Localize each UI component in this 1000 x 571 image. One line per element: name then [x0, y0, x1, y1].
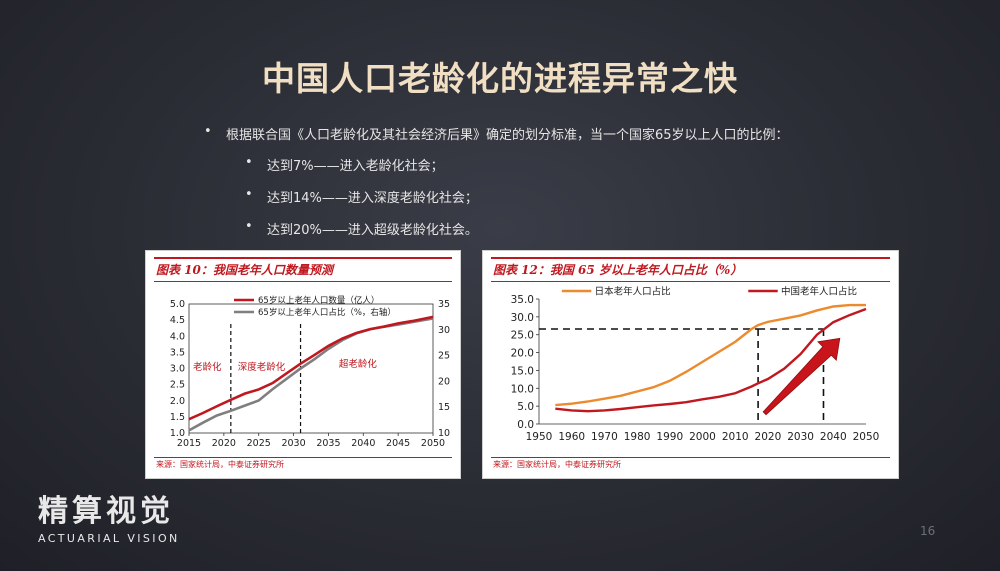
x-tick-label: 2030: [787, 431, 814, 443]
x-tick-label: 2050: [421, 438, 445, 449]
bullet-main: • 根据联合国《人口老龄化及其社会经济后果》确定的划分标准，当一个国家65岁以上…: [204, 124, 789, 143]
bullet-dot-icon: •: [245, 219, 253, 234]
x-tick-label: 2040: [351, 438, 375, 449]
figure-left-source: 来源：国家统计局，中泰证券研究所: [154, 457, 452, 472]
y-right-tick-label: 30: [438, 325, 450, 336]
logo-cn: 精算视觉: [38, 494, 174, 529]
y-tick-label: 30.0: [511, 312, 534, 324]
region-label-deep-aging: 深度老龄化: [238, 361, 286, 373]
bullet-dot-icon: •: [204, 124, 212, 139]
x-tick-label: 1990: [656, 431, 683, 443]
legend-label-japan: 日本老年人口占比: [595, 286, 671, 298]
y-right-tick-label: 35: [438, 299, 450, 310]
slide-title: 中国人口老龄化的进程异常之快: [262, 59, 738, 98]
x-tick-label: 2015: [177, 438, 201, 449]
figure-right-chart: 1950 1960 1970 1980 1990 2000 2010 2020 2030 2040…: [511, 286, 880, 444]
y-tick-label: 35.0: [511, 294, 534, 306]
x-tick-label: 2010: [722, 431, 749, 443]
series-line-china: [555, 307, 867, 413]
series-line-share: [188, 317, 434, 432]
y-left-tick-label: 2.5: [170, 380, 185, 391]
y-tick-label: 0.0: [517, 419, 534, 431]
x-tick-label: 2035: [316, 438, 340, 449]
y-tick-label: 10.0: [511, 383, 534, 395]
legend-label-count: 65岁以上老年人口数量（亿人）: [258, 295, 379, 306]
x-tick-label: 1970: [591, 431, 618, 443]
figure-left-panel: 图表 10：我国老年人口数量预测 2015 2020 2025 2030 2035 204…: [146, 251, 460, 478]
bullet-sub-3: • 达到20%——进入超级老龄化社会。: [245, 219, 478, 238]
trend-arrow-icon: [762, 337, 841, 416]
page-number: 16: [920, 524, 936, 538]
region-label-super-aging: 超老龄化: [339, 358, 378, 370]
bullet-sub-text: 达到14%——进入深度老龄化社会；: [267, 191, 478, 206]
y-left-tick-label: 1.0: [170, 428, 185, 439]
legend-label-china: 中国老年人口占比: [781, 286, 857, 298]
y-left-tick-label: 4.5: [170, 315, 185, 326]
plot-frame: [188, 303, 434, 434]
series-line-japan: [555, 303, 866, 407]
x-tick-label: 2030: [281, 438, 305, 449]
y-right-tick-label: 10: [438, 428, 450, 439]
y-right-tick-label: 15: [438, 402, 450, 413]
figure-right-source: 来源：国家统计局，中泰证券研究所: [491, 457, 890, 472]
y-left-tick-label: 5.0: [170, 299, 185, 310]
x-tick-label: 1950: [526, 431, 553, 443]
bullet-sub-text: 达到7%——进入老龄化社会；: [267, 159, 444, 174]
bullet-sub-2: • 达到14%——进入深度老龄化社会；: [245, 187, 478, 206]
y-left-tick-label: 3.5: [170, 347, 185, 358]
figure-right-panel: 图表 12：我国 65 岁以上老年人口占比（%） 1950 1960 1970 198…: [483, 251, 898, 478]
region-label-aging: 老龄化: [193, 361, 222, 373]
legend-label-share: 65岁以上老年人口占比（%，右轴）: [258, 307, 396, 318]
x-tick-label: 2020: [755, 431, 782, 443]
y-tick-label: 5.0: [517, 401, 534, 413]
figure-left-chart: 2015 2020 2025 2030 2035 2040 2045 20501.01.52.…: [170, 295, 450, 449]
y-tick-label: 15.0: [511, 365, 534, 377]
x-tick-label: 2040: [820, 431, 847, 443]
logo-en: ACTUARIAL VISION: [38, 532, 180, 545]
figure-left-title: 图表 10：我国老年人口数量预测: [154, 257, 452, 282]
bullet-sub-1: • 达到7%——进入老龄化社会；: [245, 155, 444, 174]
x-tick-label: 1980: [624, 431, 651, 443]
series-line-count: [188, 315, 434, 421]
y-right-tick-label: 25: [438, 351, 450, 362]
x-tick-label: 2050: [853, 431, 880, 443]
bullet-sub-text: 达到20%——进入超级老龄化社会。: [267, 223, 478, 238]
x-tick-label: 2000: [689, 431, 716, 443]
x-tick-label: 2025: [247, 438, 271, 449]
y-left-tick-label: 3.0: [170, 364, 185, 375]
x-tick-label: 1960: [558, 431, 585, 443]
figure-right-title: 图表 12：我国 65 岁以上老年人口占比（%）: [491, 257, 890, 282]
y-tick-label: 25.0: [511, 330, 534, 342]
x-tick-label: 2020: [212, 438, 236, 449]
y-left-tick-label: 2.0: [170, 396, 185, 407]
x-tick-label: 2045: [386, 438, 410, 449]
bullet-dot-icon: •: [245, 155, 253, 170]
brand-logo: 精算视觉 ACTUARIAL VISION: [38, 486, 180, 545]
y-right-tick-label: 20: [438, 376, 450, 387]
bullet-dot-icon: •: [245, 187, 253, 202]
y-left-tick-label: 4.0: [170, 331, 185, 342]
y-left-tick-label: 1.5: [170, 412, 185, 423]
y-tick-label: 20.0: [511, 348, 534, 360]
bullet-main-text: 根据联合国《人口老龄化及其社会经济后果》确定的划分标准，当一个国家65岁以上人口…: [226, 128, 789, 143]
